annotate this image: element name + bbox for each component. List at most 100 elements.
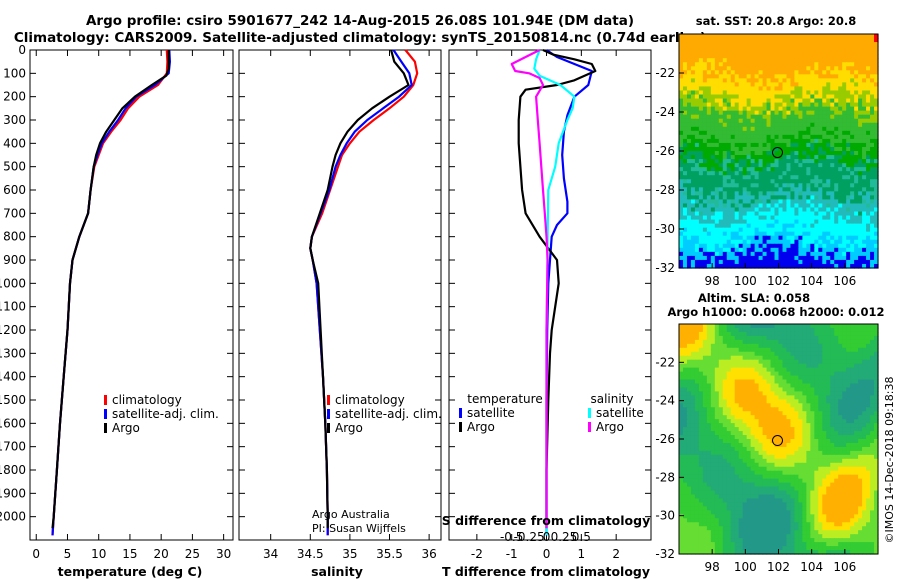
- heatmap-cell: [778, 191, 784, 196]
- heatmap-cell: [834, 138, 839, 144]
- heatmap-cell: [826, 211, 831, 217]
- heatmap-cell: [838, 442, 843, 448]
- heatmap-cell: [734, 335, 740, 341]
- heatmap-cell: [794, 355, 799, 361]
- heatmap-cell: [758, 431, 764, 436]
- heatmap-cell: [738, 235, 744, 241]
- heatmap-cell: [710, 335, 716, 341]
- heatmap-cell: [786, 363, 792, 369]
- heatmap-cell: [770, 58, 776, 63]
- x-tick-label: 0: [32, 547, 40, 561]
- heatmap-cell: [842, 379, 847, 385]
- heatmap-cell: [718, 203, 724, 209]
- heatmap-cell: [870, 215, 875, 221]
- heatmap-cell: [842, 78, 847, 84]
- heatmap-cell: [874, 134, 879, 140]
- heatmap-cell: [754, 163, 760, 168]
- heatmap-cell: [842, 114, 847, 120]
- heatmap-cell: [814, 74, 819, 79]
- heatmap-cell: [714, 351, 720, 357]
- heatmap-cell: [738, 38, 744, 43]
- heatmap-cell: [734, 215, 740, 221]
- heatmap-cell: [802, 359, 807, 365]
- heatmap-cell: [794, 324, 799, 329]
- heatmap-cell: [822, 371, 827, 377]
- heatmap-cell: [782, 411, 788, 416]
- heatmap-cell: [754, 419, 760, 424]
- heatmap-cell: [866, 134, 871, 140]
- heatmap-cell: [694, 243, 700, 249]
- heatmap-cell: [778, 122, 784, 128]
- heatmap-cell: [846, 339, 851, 345]
- heatmap-cell: [786, 462, 792, 468]
- heatmap-cell: [790, 183, 796, 188]
- heatmap-cell: [722, 235, 728, 241]
- heatmap-cell: [846, 183, 851, 188]
- heatmap-cell: [862, 419, 867, 424]
- heatmap-cell: [854, 86, 859, 92]
- heatmap-cell: [874, 223, 879, 229]
- heatmap-cell: [758, 90, 764, 96]
- heatmap-cell: [726, 183, 732, 188]
- heatmap-cell: [722, 339, 728, 345]
- heatmap-cell: [802, 263, 807, 269]
- heatmap-cell: [778, 379, 784, 385]
- heatmap-cell: [770, 155, 776, 160]
- heatmap-cell: [786, 375, 792, 381]
- heatmap-cell: [862, 251, 867, 257]
- heatmap-cell: [838, 450, 843, 456]
- heatmap-cell: [738, 343, 744, 349]
- heatmap-cell: [778, 114, 784, 120]
- heatmap-cell: [810, 355, 815, 361]
- heatmap-cell: [694, 255, 700, 261]
- heatmap-cell: [750, 118, 756, 124]
- heatmap-cell: [726, 211, 732, 217]
- heatmap-cell: [830, 171, 835, 176]
- heatmap-cell: [718, 110, 724, 116]
- heatmap-cell: [786, 383, 792, 389]
- heatmap-cell: [798, 359, 803, 365]
- heatmap-cell: [850, 339, 855, 345]
- heatmap-cell: [798, 355, 803, 361]
- heatmap-cell: [870, 62, 875, 67]
- heatmap-cell: [722, 110, 728, 116]
- heatmap-cell: [854, 122, 859, 128]
- heatmap-cell: [790, 62, 796, 67]
- heatmap-cell: [750, 379, 756, 385]
- heatmap-cell: [726, 122, 732, 128]
- heatmap-cell: [870, 122, 875, 128]
- heatmap-cell: [686, 94, 692, 100]
- heatmap-cell: [834, 122, 839, 128]
- heatmap-cell: [679, 351, 684, 357]
- heatmap-cell: [722, 331, 728, 337]
- heatmap-cell: [794, 439, 799, 444]
- heatmap-cell: [874, 42, 879, 47]
- heatmap-cell: [866, 167, 871, 172]
- heatmap-cell: [842, 423, 847, 428]
- heatmap-cell: [858, 122, 863, 128]
- heatmap-cell: [730, 387, 736, 393]
- heatmap-cell: [782, 442, 788, 448]
- heatmap-cell: [810, 403, 815, 408]
- heatmap-cell: [822, 118, 827, 124]
- heatmap-cell: [810, 324, 815, 329]
- heatmap-cell: [682, 183, 688, 188]
- heatmap-cell: [794, 359, 799, 365]
- heatmap-cell: [874, 239, 879, 245]
- heatmap-cell: [814, 454, 819, 460]
- heatmap-cell: [718, 335, 724, 341]
- heatmap-cell: [679, 454, 684, 460]
- heatmap-cell: [778, 255, 784, 261]
- heatmap-cell: [690, 199, 696, 205]
- heatmap-cell: [722, 419, 728, 424]
- heatmap-cell: [838, 134, 843, 140]
- heatmap-cell: [842, 419, 847, 424]
- heatmap-cell: [690, 219, 696, 225]
- heatmap-cell: [742, 66, 748, 71]
- heatmap-cell: [714, 126, 720, 132]
- heatmap-cell: [742, 231, 748, 237]
- heatmap-cell: [766, 259, 772, 265]
- heatmap-cell: [798, 42, 803, 47]
- heatmap-cell: [826, 446, 831, 452]
- heatmap-cell: [718, 407, 724, 412]
